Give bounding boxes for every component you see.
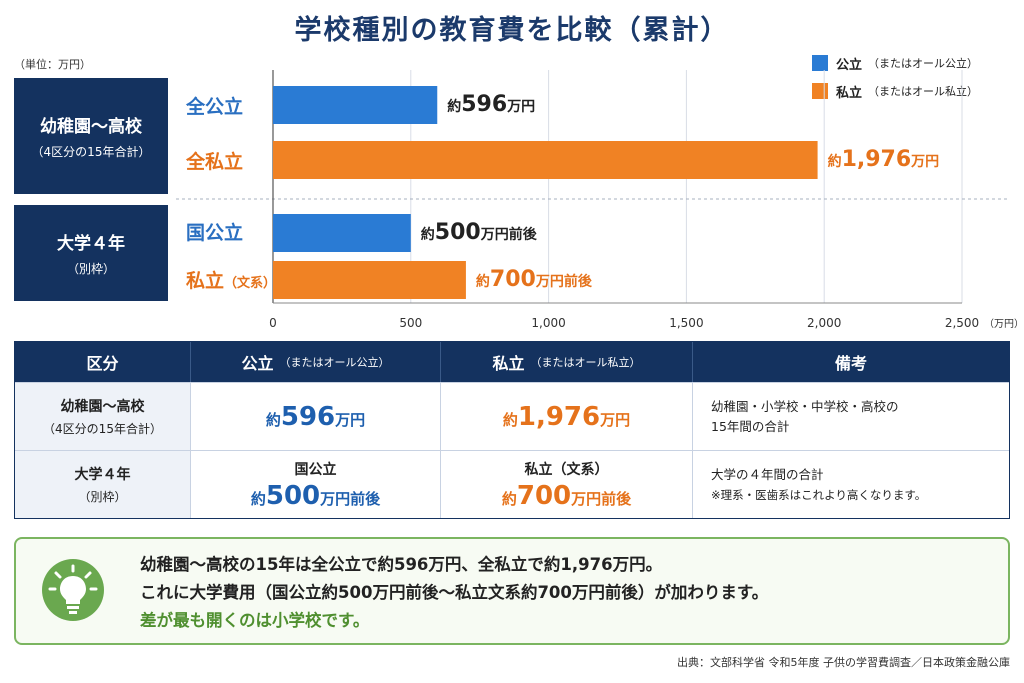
x-tick-label: 0 xyxy=(269,316,277,330)
value-label-private-arts: 約700万円前後 xyxy=(475,267,592,292)
group-main-label: 大学４年 xyxy=(57,234,125,254)
row-public-value: 約596万円 xyxy=(191,383,441,450)
summary-line-2: これに大学費用（国公立約500万円前後〜私立文系約700万円前後）が加わります。 xyxy=(140,583,769,602)
table-header-row: 区分 公立 （またはオール公立） 私立 （またはオール私立） 備考 xyxy=(15,342,1009,382)
bar-all-public xyxy=(273,86,438,124)
legend-sub-private: （またはオール私立） xyxy=(868,85,979,98)
bar-label-national-public: 国公立 xyxy=(186,222,244,244)
row-remarks: 大学の４年間の合計 ※理系・医歯系はこれより高くなります。 xyxy=(711,466,927,502)
group-sub-label: （4区分の15年合計） xyxy=(31,145,151,159)
bar-chart: 0 500 1,000 1,500 2,000 2,500 （万円） xyxy=(176,70,1024,330)
legend-label-public: 公立 xyxy=(836,57,863,73)
value-label-national-public: 約500万円前後 xyxy=(420,220,537,245)
lightbulb-icon xyxy=(42,559,104,621)
bar-private-arts xyxy=(273,261,466,299)
summary-line-3: 差が最も開くのは小学校です。 xyxy=(140,611,370,630)
legend-item-private: 私立 （またはオール私立） xyxy=(812,80,978,102)
summary-line-1: 幼稚園〜高校の15年は全公立で約596万円、全私立で約1,976万円。 xyxy=(140,555,663,574)
header-category: 区分 xyxy=(15,342,191,382)
header-public: 公立 （またはオール公立） xyxy=(191,342,441,382)
row-private-value: 約1,976万円 xyxy=(441,383,693,450)
page-title: 学校種別の教育費を比較（累計） xyxy=(294,15,730,46)
legend-label-private: 私立 xyxy=(836,85,863,101)
chart-legend: 公立 （またはオール公立） 私立 （またはオール私立） xyxy=(812,52,978,108)
bar-label-all-private: 全私立 xyxy=(186,151,244,173)
row-public-value: 国公立 約500万円前後 xyxy=(191,451,441,518)
row-private-value: 私立（文系） 約700万円前後 xyxy=(441,451,693,518)
legend-sub-public: （またはオール公立） xyxy=(868,57,979,70)
header-private: 私立 （またはオール私立） xyxy=(441,342,693,382)
group-sub-label: （別枠） xyxy=(66,262,115,276)
row-remarks: 幼稚園・小学校・中学校・高校の 15年間の合計 xyxy=(711,398,899,434)
header-remarks: 備考 xyxy=(834,354,867,373)
group-university: 大学４年 （別枠） xyxy=(14,205,168,301)
x-tick-label: 2,500 xyxy=(945,316,979,330)
x-tick-label: 1,000 xyxy=(531,316,565,330)
table-row: 大学４年 （別枠） 国公立 約500万円前後 私立（文系） 約700万円前後 大… xyxy=(15,450,1009,518)
x-tick-label: 500 xyxy=(399,316,422,330)
legend-item-public: 公立 （またはオール公立） xyxy=(812,52,978,74)
x-tick-label: 1,500 xyxy=(669,316,703,330)
bar-label-private-arts: 私立（文系） xyxy=(186,270,277,292)
source-citation: 出典：文部科学省 令和5年度 子供の学習費調査／日本政策金融公庫 xyxy=(677,656,1010,669)
row-category: 幼稚園〜高校 （4区分の15年合計） xyxy=(15,383,191,450)
x-unit-label: （万円） xyxy=(984,318,1024,330)
bar-all-private xyxy=(273,141,818,179)
summary-box: 幼稚園〜高校の15年は全公立で約596万円、全私立で約1,976万円。 これに大… xyxy=(14,537,1010,645)
bar-national-public xyxy=(273,214,411,252)
unit-note: （単位：万円） xyxy=(14,58,91,71)
row-category: 大学４年 （別枠） xyxy=(15,451,191,518)
legend-swatch-public xyxy=(812,55,828,71)
table-row: 幼稚園〜高校 （4区分の15年合計） 約596万円 約1,976万円 幼稚園・小… xyxy=(15,382,1009,450)
bar-label-all-public: 全公立 xyxy=(186,96,244,118)
group-kindergarten-highschool: 幼稚園〜高校 （4区分の15年合計） xyxy=(14,78,168,194)
x-tick-label: 2,000 xyxy=(807,316,841,330)
value-label-all-private: 約1,976万円 xyxy=(827,147,940,172)
group-main-label: 幼稚園〜高校 xyxy=(40,117,142,137)
comparison-table: 区分 公立 （またはオール公立） 私立 （またはオール私立） 備考 幼稚園〜高校 （… xyxy=(14,341,1010,519)
value-label-all-public: 約596万円 xyxy=(447,92,536,117)
summary-text: 幼稚園〜高校の15年は全公立で約596万円、全私立で約1,976万円。 これに大… xyxy=(140,551,768,635)
